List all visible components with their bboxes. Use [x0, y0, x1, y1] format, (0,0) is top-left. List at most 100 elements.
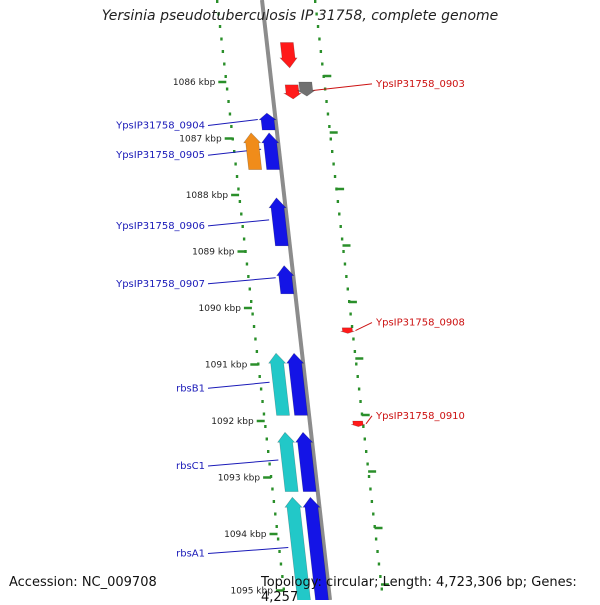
gene-label: YpsIP31758_0906 [115, 221, 205, 232]
tick-dot [230, 125, 233, 128]
tick-dot [237, 187, 240, 191]
tick-dot [228, 112, 232, 116]
tick-dot [245, 262, 249, 266]
gene-label: YpsIP31758_0910 [375, 411, 465, 422]
tick-dot [279, 562, 283, 566]
tick-dot [250, 300, 253, 303]
tick-dot [367, 475, 371, 478]
gene-label: YpsIP31758_0907 [115, 279, 205, 290]
tick-dot [248, 287, 251, 291]
tick-dot [329, 137, 332, 141]
tick-dot [345, 275, 348, 278]
gene-label-leader [207, 277, 276, 285]
scale-tick-label: 1093 kbp [218, 474, 261, 484]
tick-dot [275, 525, 278, 528]
gene-arrow[interactable] [286, 352, 308, 416]
tick-dot [240, 212, 243, 216]
tick-dot [365, 450, 368, 453]
topology-summary: Topology: circular; Length: 4,723,306 bp… [261, 575, 577, 605]
gene-arrow[interactable] [283, 84, 303, 100]
gene-arrow[interactable] [243, 132, 263, 170]
tick-dot [267, 450, 270, 453]
gene-arrow[interactable] [276, 265, 295, 295]
tick-dot [314, 0, 317, 3]
gene-label: rbsA1 [176, 549, 205, 560]
gene-label-leader [207, 381, 270, 389]
scale-tick-label: 1092 kbp [211, 417, 254, 427]
tick-dot [242, 237, 246, 241]
tick-dot [362, 425, 365, 428]
tick-dot [238, 200, 242, 203]
tick-dot [221, 50, 225, 53]
tick-dot [350, 325, 354, 328]
scale-tick-label: 1087 kbp [179, 135, 222, 145]
tick-dot [338, 212, 341, 216]
tick-dot [349, 312, 352, 316]
gene-arrow[interactable] [268, 197, 289, 247]
tick-dot [343, 262, 347, 266]
gene-arrow[interactable] [258, 112, 278, 131]
tick-dot [225, 87, 229, 91]
tick-dot [379, 575, 382, 578]
gene-arrow[interactable] [268, 352, 290, 416]
scale-tick-label: 1086 kbp [173, 78, 216, 88]
tick-dot [346, 287, 349, 291]
gene-arrow[interactable] [279, 42, 298, 69]
tick-dot [282, 587, 285, 591]
tick-dot [220, 37, 223, 41]
tick-dot [276, 537, 280, 541]
gene-arrow[interactable] [261, 132, 281, 170]
tick-dot [363, 437, 366, 441]
scale-tick-label: 1089 kbp [192, 248, 235, 258]
tick-dot [373, 525, 376, 528]
scale-tick-label: 1091 kbp [205, 361, 248, 371]
tick-dot [359, 400, 362, 403]
tick-dot [281, 575, 284, 578]
tick-dot [315, 12, 318, 16]
tick-dot [339, 225, 342, 228]
tick-dot [356, 375, 359, 378]
scale-tick-label: 1095 kbp [231, 587, 274, 597]
gene-label-leader [207, 547, 289, 555]
tick-dot [234, 162, 237, 166]
scale-tick-label: 1094 kbp [224, 530, 267, 540]
tick-dot [321, 62, 324, 66]
tick-dot [258, 375, 261, 378]
gene-label-leader [207, 219, 270, 227]
tick-dot [262, 412, 266, 416]
tick-dot [218, 25, 222, 28]
inner-tick-ring [216, 0, 285, 591]
gene-arrow[interactable] [351, 420, 366, 427]
gene-arrow[interactable] [277, 431, 299, 492]
genome-backbone [260, 0, 332, 601]
tick-dot [274, 512, 277, 516]
gene-label: YpsIP31758_0905 [115, 150, 205, 161]
tick-dot [374, 537, 378, 541]
tick-dot [336, 200, 340, 203]
tick-dot [231, 137, 234, 141]
tick-dot [259, 387, 263, 391]
tick-dot [223, 62, 226, 66]
tick-dot [251, 312, 254, 316]
tick-dot [241, 225, 244, 228]
tick-dot [357, 387, 361, 391]
tick-dot [227, 100, 230, 103]
tick-dot [380, 587, 383, 591]
gene-arrow[interactable] [296, 81, 316, 97]
tick-dot [216, 0, 219, 3]
gene-arrow[interactable] [340, 327, 355, 334]
tick-dot [316, 25, 320, 28]
tick-dot [340, 237, 344, 241]
tick-dot [217, 12, 220, 16]
tick-dot [264, 425, 267, 428]
tick-dot [331, 150, 334, 153]
tick-dot [342, 250, 345, 253]
tick-dot [244, 250, 247, 253]
tick-dot [370, 500, 374, 503]
map-title: Yersinia pseudotuberculosis IP 31758, co… [101, 8, 499, 24]
gene-arrow[interactable] [295, 431, 317, 492]
gene-label-leader [355, 322, 373, 332]
tick-dot [376, 550, 379, 553]
